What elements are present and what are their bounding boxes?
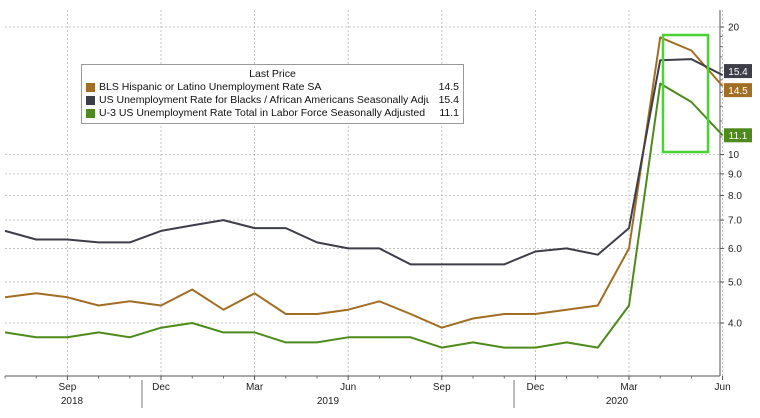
series-line-black <box>4 58 724 266</box>
series-line-total <box>4 82 724 349</box>
legend: Last Price BLS Hispanic or Latino Unempl… <box>81 64 464 124</box>
y-tick-label: 9.0 <box>728 169 742 180</box>
legend-label: BLS Hispanic or Latino Unemployment Rate… <box>99 81 322 93</box>
last-value-label: 14.5 <box>728 86 748 97</box>
highlight-rectangle <box>661 33 710 154</box>
y-tick-label: 8.0 <box>728 191 742 202</box>
last-value-tag-bg <box>724 128 752 143</box>
x-tick-label: Mar <box>620 382 638 393</box>
legend-label: US Unemployment Rate for Blacks / Africa… <box>99 94 429 106</box>
year-label: 2018 <box>61 396 84 407</box>
highlight-box <box>661 33 710 154</box>
series-line-hispanic <box>4 36 724 329</box>
y-tick-label: 20 <box>728 23 740 34</box>
x-tick-label: Jun <box>715 382 731 393</box>
legend-value: 11.1 <box>439 107 459 119</box>
legend-swatch-total <box>86 109 95 118</box>
last-value-tag-bg <box>724 83 752 98</box>
legend-swatch-black <box>86 96 95 105</box>
x-tick-label: Jun <box>340 382 356 393</box>
legend-value: 14.5 <box>438 81 459 93</box>
x-tick-label: Dec <box>527 382 545 393</box>
x-tick-label: Sep <box>59 382 77 393</box>
x-tick-label: Dec <box>152 382 170 393</box>
year-label: 2019 <box>317 396 340 407</box>
axes <box>4 10 724 408</box>
legend-swatch-hispanic <box>86 83 95 92</box>
legend-item-hispanic: BLS Hispanic or Latino Unemployment Rate… <box>82 81 463 94</box>
y-tick-label: 7.0 <box>728 216 742 227</box>
legend-item-black: US Unemployment Rate for Blacks / Africa… <box>82 94 463 107</box>
y-tick-label: 6.0 <box>728 244 742 255</box>
last-value-label: 15.4 <box>728 67 748 78</box>
last-value-tag-hispanic: 14.5 <box>724 83 752 98</box>
x-tick-label: Mar <box>246 382 264 393</box>
y-tick-label: 4.0 <box>728 319 742 330</box>
y-tick-label: 10 <box>728 150 740 161</box>
last-value-tag-total: 11.1 <box>724 128 752 143</box>
legend-item-total: U-3 US Unemployment Rate Total in Labor … <box>82 107 463 120</box>
x-tick-label: Sep <box>433 382 451 393</box>
legend-value: 15.4 <box>438 94 459 106</box>
last-value-label: 11.1 <box>729 131 748 142</box>
legend-title: Last Price <box>249 68 296 80</box>
tick-labels: 20 10 9.0 8.0 7.0 6.0 5.0 4.0 Sep Dec Mar Jun Sep Dec… <box>59 23 752 407</box>
last-value-tag-bg <box>724 64 752 79</box>
last-value-tag-black: 15.4 <box>724 64 752 79</box>
year-label: 2020 <box>606 396 629 407</box>
series-lines <box>4 36 724 349</box>
y-tick-label: 5.0 <box>728 277 742 288</box>
legend-label: U-3 US Unemployment Rate Total in Labor … <box>99 107 426 119</box>
